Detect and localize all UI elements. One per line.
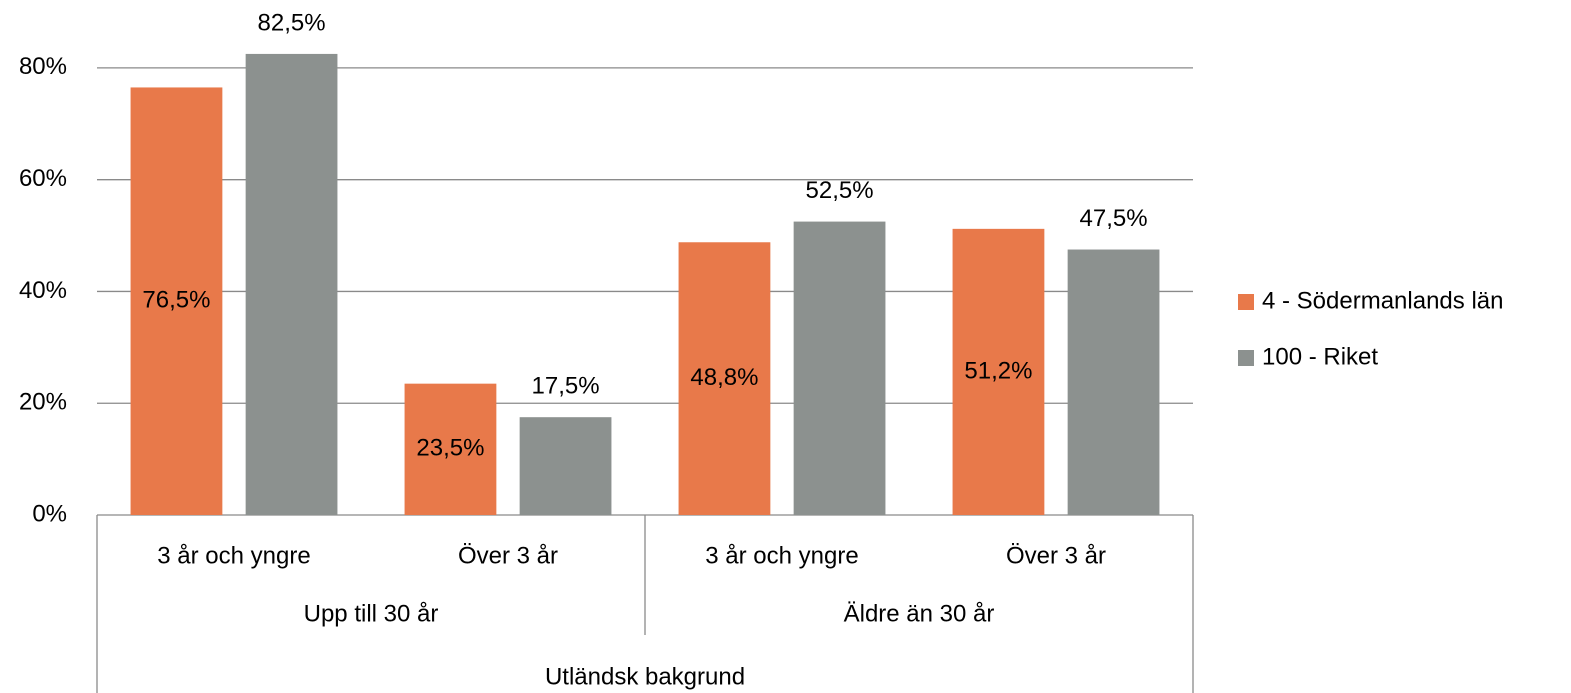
bar xyxy=(678,242,771,516)
bar xyxy=(793,221,886,516)
legend-swatch xyxy=(1238,350,1254,366)
group-label: Äldre än 30 år xyxy=(844,600,995,627)
legend-label: 4 - Södermanlands län xyxy=(1262,287,1503,314)
legend-swatch xyxy=(1238,294,1254,310)
y-tick-label: 60% xyxy=(19,165,67,192)
y-tick-label: 20% xyxy=(19,389,67,416)
group-label: Upp till 30 år xyxy=(304,600,439,627)
x-tick-label: 3 år och yngre xyxy=(705,542,858,569)
bar xyxy=(404,383,497,515)
bar xyxy=(130,87,223,515)
data-label: 52,5% xyxy=(806,177,874,204)
y-tick-label: 0% xyxy=(32,500,67,527)
x-tick-label: 3 år och yngre xyxy=(157,542,310,569)
data-label: 48,8% xyxy=(690,364,758,391)
data-label: 51,2% xyxy=(964,357,1032,384)
data-label: 47,5% xyxy=(1080,205,1148,232)
bar xyxy=(952,228,1045,516)
legend-label: 100 - Riket xyxy=(1262,343,1378,370)
data-label: 76,5% xyxy=(142,287,210,314)
x-tick-label: Över 3 år xyxy=(458,542,558,569)
bar xyxy=(519,417,612,515)
supergroup-label: Utländsk bakgrund xyxy=(545,663,745,690)
bar xyxy=(1067,249,1160,515)
y-tick-label: 40% xyxy=(19,277,67,304)
x-tick-label: Över 3 år xyxy=(1006,542,1106,569)
bar xyxy=(245,53,338,516)
data-label: 82,5% xyxy=(258,9,326,36)
data-label: 17,5% xyxy=(532,373,600,400)
data-label: 23,5% xyxy=(416,435,484,462)
y-tick-label: 80% xyxy=(19,53,67,80)
